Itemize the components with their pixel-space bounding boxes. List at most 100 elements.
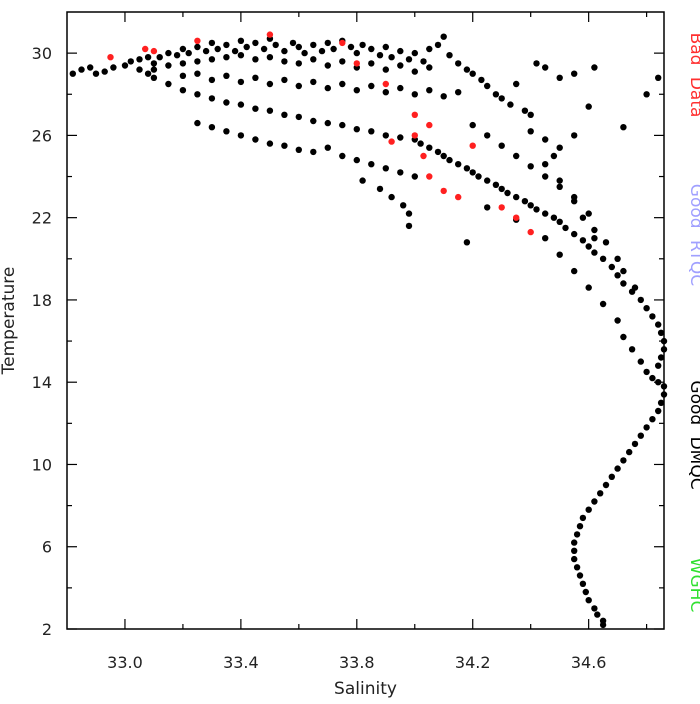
dmqc-point-119 [165,80,172,88]
dmqc-point-21 [231,47,239,55]
dmqc-point-224 [608,473,615,480]
bad-data-point-7 [382,80,389,88]
dmqc-point-88 [324,62,331,69]
dmqc-point-22 [237,37,245,44]
dmqc-point-193 [376,185,384,193]
dmqc-point-24 [252,39,259,47]
dmqc-point-144 [469,169,476,176]
dmqc-point-83 [252,56,259,63]
dmqc-point-54 [469,70,476,77]
dmqc-point-169 [649,313,656,320]
y-tick-label-0: 2 [42,620,52,639]
dmqc-point-220 [631,440,639,448]
bad-data-point-16 [498,204,505,211]
dmqc-point-14 [179,45,187,53]
bad-data-point-1 [142,45,149,53]
dmqc-point-205 [599,300,607,308]
dmqc-point-246 [556,177,563,184]
x-tick-label-3: 34.2 [455,653,491,672]
y-axis-label: Temperature [0,267,19,376]
dmqc-point-129 [310,117,317,125]
dmqc-point-25 [260,45,268,53]
dmqc-point-8 [136,56,143,63]
bad-data-point-5 [339,39,346,47]
dmqc-point-260 [556,183,563,190]
dmqc-point-204 [585,284,592,291]
dmqc-point-147 [492,181,500,188]
bad-data-point-6 [353,60,360,67]
dmqc-point-155 [550,214,558,221]
dmqc-point-241 [594,611,601,618]
dmqc-point-203 [571,267,578,275]
dmqc-point-189 [382,165,389,172]
dmqc-point-125 [252,105,259,112]
dmqc-point-81 [223,54,230,61]
dmqc-point-46 [411,49,418,57]
dmqc-point-68 [620,124,627,131]
dmqc-point-160 [585,243,592,250]
dmqc-point-66 [571,70,578,77]
dmqc-point-107 [339,80,346,88]
dmqc-point-261 [571,198,578,205]
dmqc-point-62 [527,111,534,119]
bad-data-point-8 [411,111,418,119]
dmqc-point-77 [165,62,172,69]
dmqc-point-175 [655,362,662,369]
dmqc-point-71 [585,103,592,110]
dmqc-point-232 [571,539,578,546]
dmqc-point-15 [185,49,192,57]
dmqc-point-91 [368,60,375,67]
dmqc-point-9 [144,54,152,61]
dmqc-point-202 [556,251,563,258]
dmqc-point-233 [571,547,578,554]
dmqc-point-23 [243,43,250,51]
dmqc-point-112 [411,91,418,98]
dmqc-point-256 [498,142,505,149]
dmqc-point-49 [434,41,442,49]
dmqc-point-38 [353,49,360,57]
dmqc-point-176 [194,119,201,127]
dmqc-point-231 [573,531,581,538]
dmqc-point-5 [110,64,117,71]
dmqc-point-234 [571,555,578,563]
y-tick-label-2: 10 [32,455,52,474]
dmqc-point-198 [463,239,471,246]
dmqc-point-230 [576,523,584,530]
dmqc-point-149 [504,189,511,197]
dmqc-point-72 [571,132,578,139]
dmqc-point-154 [542,210,549,217]
dmqc-point-39 [359,41,366,49]
dmqc-point-126 [266,107,274,114]
dmqc-point-113 [426,87,433,94]
dmqc-point-167 [637,296,644,304]
dmqc-point-184 [310,148,317,156]
dmqc-point-32 [310,41,317,49]
dmqc-point-153 [533,206,540,213]
dmqc-point-73 [556,144,563,151]
dmqc-point-243 [599,621,607,629]
dmqc-point-102 [266,80,274,88]
dmqc-point-183 [295,146,302,153]
dmqc-point-28 [281,47,288,55]
dmqc-point-253 [631,284,639,291]
legend-item-good-rtqc: Good RTQC [686,184,700,286]
dmqc-point-178 [223,128,230,135]
dmqc-point-27 [272,41,279,49]
dmqc-point-229 [579,514,587,522]
dmqc-point-6 [121,62,129,69]
dmqc-point-182 [281,142,288,149]
dmqc-point-0 [69,70,77,77]
dmqc-point-84 [266,54,274,61]
dmqc-point-12 [165,49,172,57]
dmqc-point-123 [223,99,230,106]
dmqc-point-185 [324,144,331,151]
bad-data-point-15 [455,193,462,201]
dmqc-point-105 [310,78,317,86]
dmqc-point-186 [339,152,346,160]
dmqc-point-181 [266,140,274,147]
dmqc-point-19 [214,45,221,53]
dmqc-point-162 [599,255,607,262]
dmqc-point-157 [562,224,569,232]
